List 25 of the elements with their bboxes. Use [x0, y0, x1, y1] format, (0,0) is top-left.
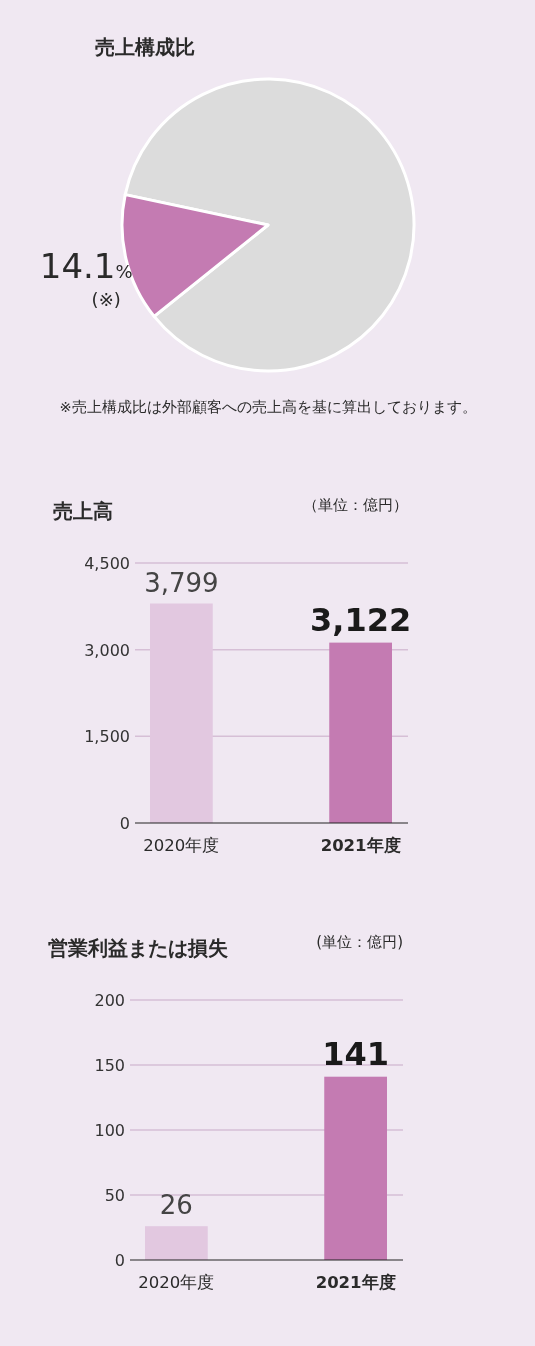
y-tick-label: 0: [119, 814, 130, 833]
text: ※売上構成比は外部顧客への売上高を基に算出しております。: [59, 399, 477, 415]
text: (※): [91, 289, 121, 311]
text: (単位：億円): [316, 933, 403, 951]
data-label: 26: [159, 1190, 193, 1221]
y-tick-label: 200: [94, 991, 125, 1010]
chart-title: 売上構成比: [95, 35, 195, 59]
y-tick-label: 4,500: [84, 554, 130, 573]
x-tick-label: 2020年度: [143, 836, 220, 855]
x-tick-label: 2021年度: [315, 1273, 396, 1292]
data-label: 14.1%: [39, 246, 133, 287]
y-tick-label: 50: [104, 1186, 125, 1205]
chart-title: 営業利益または損失: [48, 936, 228, 960]
y-tick-label: 0: [114, 1251, 125, 1270]
y-tick-label: 3,000: [84, 640, 130, 660]
x-tick-label: 2021年度: [320, 836, 401, 855]
chart-title: 売上高: [53, 499, 113, 523]
data-label: 141: [322, 1034, 390, 1073]
y-tick-label: 100: [94, 1121, 125, 1140]
y-tick-label: 150: [94, 1056, 125, 1075]
y-tick-label: 1,500: [84, 727, 130, 747]
data-label: 3,122: [310, 600, 412, 639]
text: （単位：億円）: [303, 496, 408, 514]
x-tick-label: 2020年度: [138, 1273, 215, 1292]
data-label: 3,799: [144, 567, 219, 598]
